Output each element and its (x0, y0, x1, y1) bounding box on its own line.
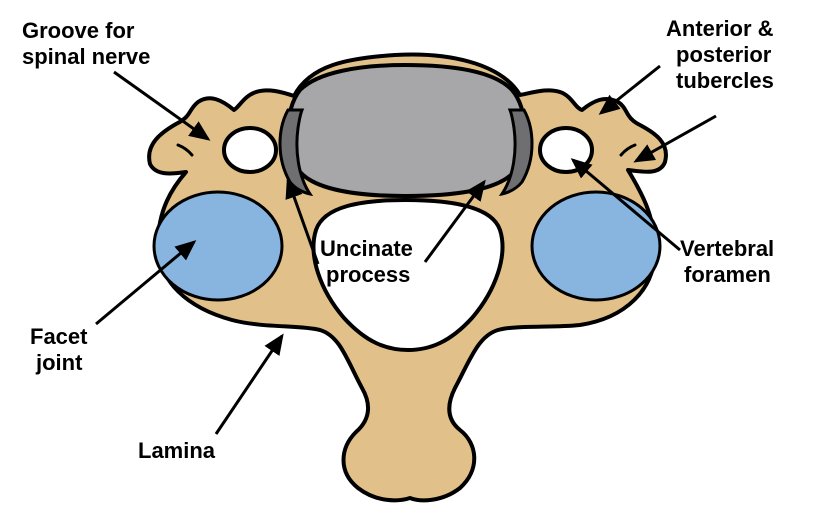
intervertebral-disc (288, 65, 525, 196)
label-facet-l2: joint (35, 350, 83, 375)
label-vertebral-l2: foramen (684, 262, 771, 287)
label-vertebral-l1: Vertebral (680, 236, 774, 261)
vertebral-foramen-right (540, 128, 592, 172)
facet-joint-right (532, 192, 660, 300)
label-facet-l1: Facet (30, 324, 88, 349)
label-uncinate-l2: process (326, 262, 410, 287)
vertebral-foramen-left (224, 128, 276, 172)
label-uncinate-l1: Uncinate (320, 236, 413, 261)
label-lamina: Lamina (138, 438, 216, 463)
label-anterior-posterior-l2: posterior (676, 42, 772, 67)
facet-joint-left (154, 192, 282, 300)
label-anterior-posterior-l1: Anterior & (666, 16, 774, 41)
label-groove-spinal-nerve-l1: Groove for (22, 18, 135, 43)
label-groove-spinal-nerve-l2: spinal nerve (22, 44, 150, 69)
label-anterior-posterior-l3: tubercles (676, 68, 774, 93)
cervical-vertebra-diagram: Groove for spinal nerve Anterior & poste… (0, 0, 814, 520)
